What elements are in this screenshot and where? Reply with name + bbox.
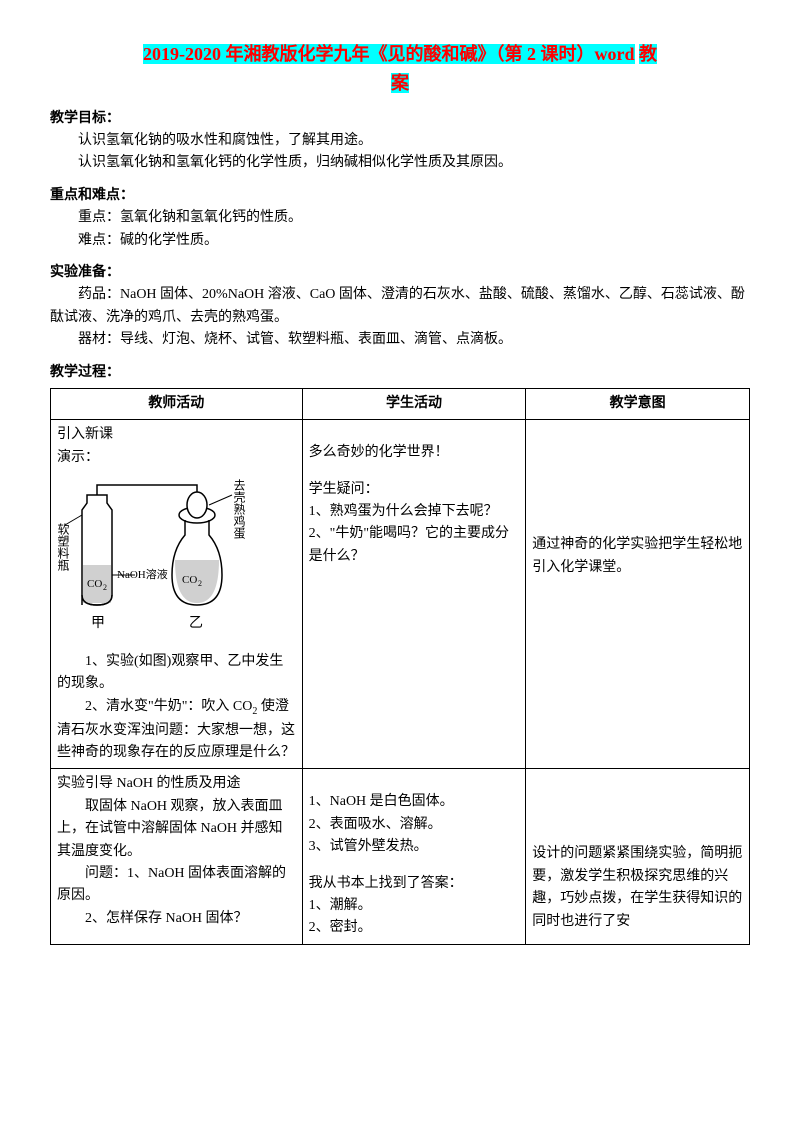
title-text-2: 案: [391, 73, 409, 93]
header-teacher: 教师活动: [51, 388, 303, 419]
cell-student-2: 1、NaOH 是白色固体。 2、表面吸水、溶解。 3、试管外壁发热。 我从书本上…: [302, 769, 526, 944]
lesson-table: 教师活动 学生活动 教学意图 引入新课 演示： CO 2: [50, 388, 750, 945]
title-line-1: 2019-2020 年湘教版化学九年《见的酸和碱》（第 2 课时）word 教: [50, 40, 750, 69]
student-r1-l3: 1、熟鸡蛋为什么会掉下去呢？: [309, 501, 520, 523]
student-r2-l3: 3、试管外壁发热。: [309, 836, 520, 858]
experiment-diagram: CO 2 CO 2 软塑料瓶: [57, 475, 296, 645]
title-text-1a: 2019-2020 年湘教版化学九年《见的酸和碱》（第 2 课时）word: [143, 44, 635, 64]
teacher-r1-p1: 1、实验(如图)观察甲、乙中发生的现象。: [57, 651, 296, 696]
svg-text:CO: CO: [87, 578, 102, 590]
cell-teacher-1: 引入新课 演示： CO 2 CO 2: [51, 420, 303, 769]
svg-text:2: 2: [103, 583, 107, 592]
student-r2-l6: 2、密封。: [309, 917, 520, 939]
teacher-r2-p3: 2、怎样保存 NaOH 固体？: [57, 908, 296, 930]
cell-teacher-2: 实验引导 NaOH 的性质及用途 取固体 NaOH 观察，放入表面皿上，在试管中…: [51, 769, 303, 944]
label-yi: 乙: [189, 613, 203, 635]
teacher-r2-p1: 取固体 NaOH 观察，放入表面皿上，在试管中溶解固体 NaOH 并感知其温度变…: [57, 796, 296, 863]
prep-item-2: 器材：导线、灯泡、烧杯、试管、软塑料瓶、表面皿、滴管、点滴板。: [50, 329, 750, 351]
keypoints-item-1: 重点：氢氧化钠和氢氧化钙的性质。: [50, 207, 750, 229]
objectives-heading: 教学目标：: [50, 108, 750, 130]
title-text-1b: 教: [639, 44, 657, 64]
student-r1-l4: 2、"牛奶"能喝吗？它的主要成分是什么？: [309, 523, 520, 568]
student-r2-l5: 1、潮解。: [309, 895, 520, 917]
svg-text:CO: CO: [182, 574, 197, 586]
objectives-item-2: 认识氢氧化钠和氢氧化钙的化学性质，归纳碱相似化学性质及其原因。: [50, 152, 750, 174]
prep-item-1: 药品：NaOH 固体、20%NaOH 溶液、CaO 固体、澄清的石灰水、盐酸、硫…: [50, 284, 750, 329]
svg-text:2: 2: [198, 579, 202, 588]
intent-r2: 设计的问题紧紧围绕实验，简明扼要，激发学生积极探究思维的兴趣，巧妙点拨，在学生获…: [532, 843, 743, 933]
co2-subscript: 2: [252, 706, 257, 717]
keypoints-heading: 重点和难点：: [50, 185, 750, 207]
cell-intent-2: 设计的问题紧紧围绕实验，简明扼要，激发学生积极探究思维的兴趣，巧妙点拨，在学生获…: [526, 769, 750, 944]
student-r2-l4: 我从书本上找到了答案：: [309, 873, 520, 895]
objectives-item-1: 认识氢氧化钠的吸水性和腐蚀性，了解其用途。: [50, 130, 750, 152]
teacher-r2-p2: 问题：1、NaOH 固体表面溶解的原因。: [57, 863, 296, 908]
title-line-2: 案: [50, 69, 750, 98]
table-row: 引入新课 演示： CO 2 CO 2: [51, 420, 750, 769]
prep-heading: 实验准备：: [50, 262, 750, 284]
label-egg: 去壳熟鸡蛋: [233, 479, 245, 539]
teacher-demo: 演示：: [57, 447, 296, 469]
student-r1-l2: 学生疑问：: [309, 479, 520, 501]
label-jia: 甲: [91, 613, 105, 635]
header-intent: 教学意图: [526, 388, 750, 419]
label-solution: NaOH溶液: [117, 567, 168, 585]
student-r1-l1: 多么奇妙的化学世界！: [309, 442, 520, 464]
student-r2-l2: 2、表面吸水、溶解。: [309, 814, 520, 836]
teacher-r1-p2: 2、清水变"牛奶"：吹入 CO2 使澄清石灰水变浑浊问题：大家想一想，这些神奇的…: [57, 696, 296, 765]
teacher-intro: 引入新课: [57, 424, 296, 446]
keypoints-item-2: 难点：碱的化学性质。: [50, 230, 750, 252]
process-heading: 教学过程：: [50, 362, 750, 384]
cell-student-1: 多么奇妙的化学世界！ 学生疑问： 1、熟鸡蛋为什么会掉下去呢？ 2、"牛奶"能喝…: [302, 420, 526, 769]
cell-intent-1: 通过神奇的化学实验把学生轻松地引入化学课堂。: [526, 420, 750, 769]
teacher-r2-h: 实验引导 NaOH 的性质及用途: [57, 773, 296, 795]
teacher-r1-p2a: 2、清水变"牛奶"：吹入 CO: [85, 699, 252, 714]
intent-r1: 通过神奇的化学实验把学生轻松地引入化学课堂。: [532, 534, 743, 579]
table-row: 实验引导 NaOH 的性质及用途 取固体 NaOH 观察，放入表面皿上，在试管中…: [51, 769, 750, 944]
student-r2-l1: 1、NaOH 是白色固体。: [309, 791, 520, 813]
table-header-row: 教师活动 学生活动 教学意图: [51, 388, 750, 419]
label-bottle: 软塑料瓶: [57, 523, 69, 571]
header-student: 学生活动: [302, 388, 526, 419]
